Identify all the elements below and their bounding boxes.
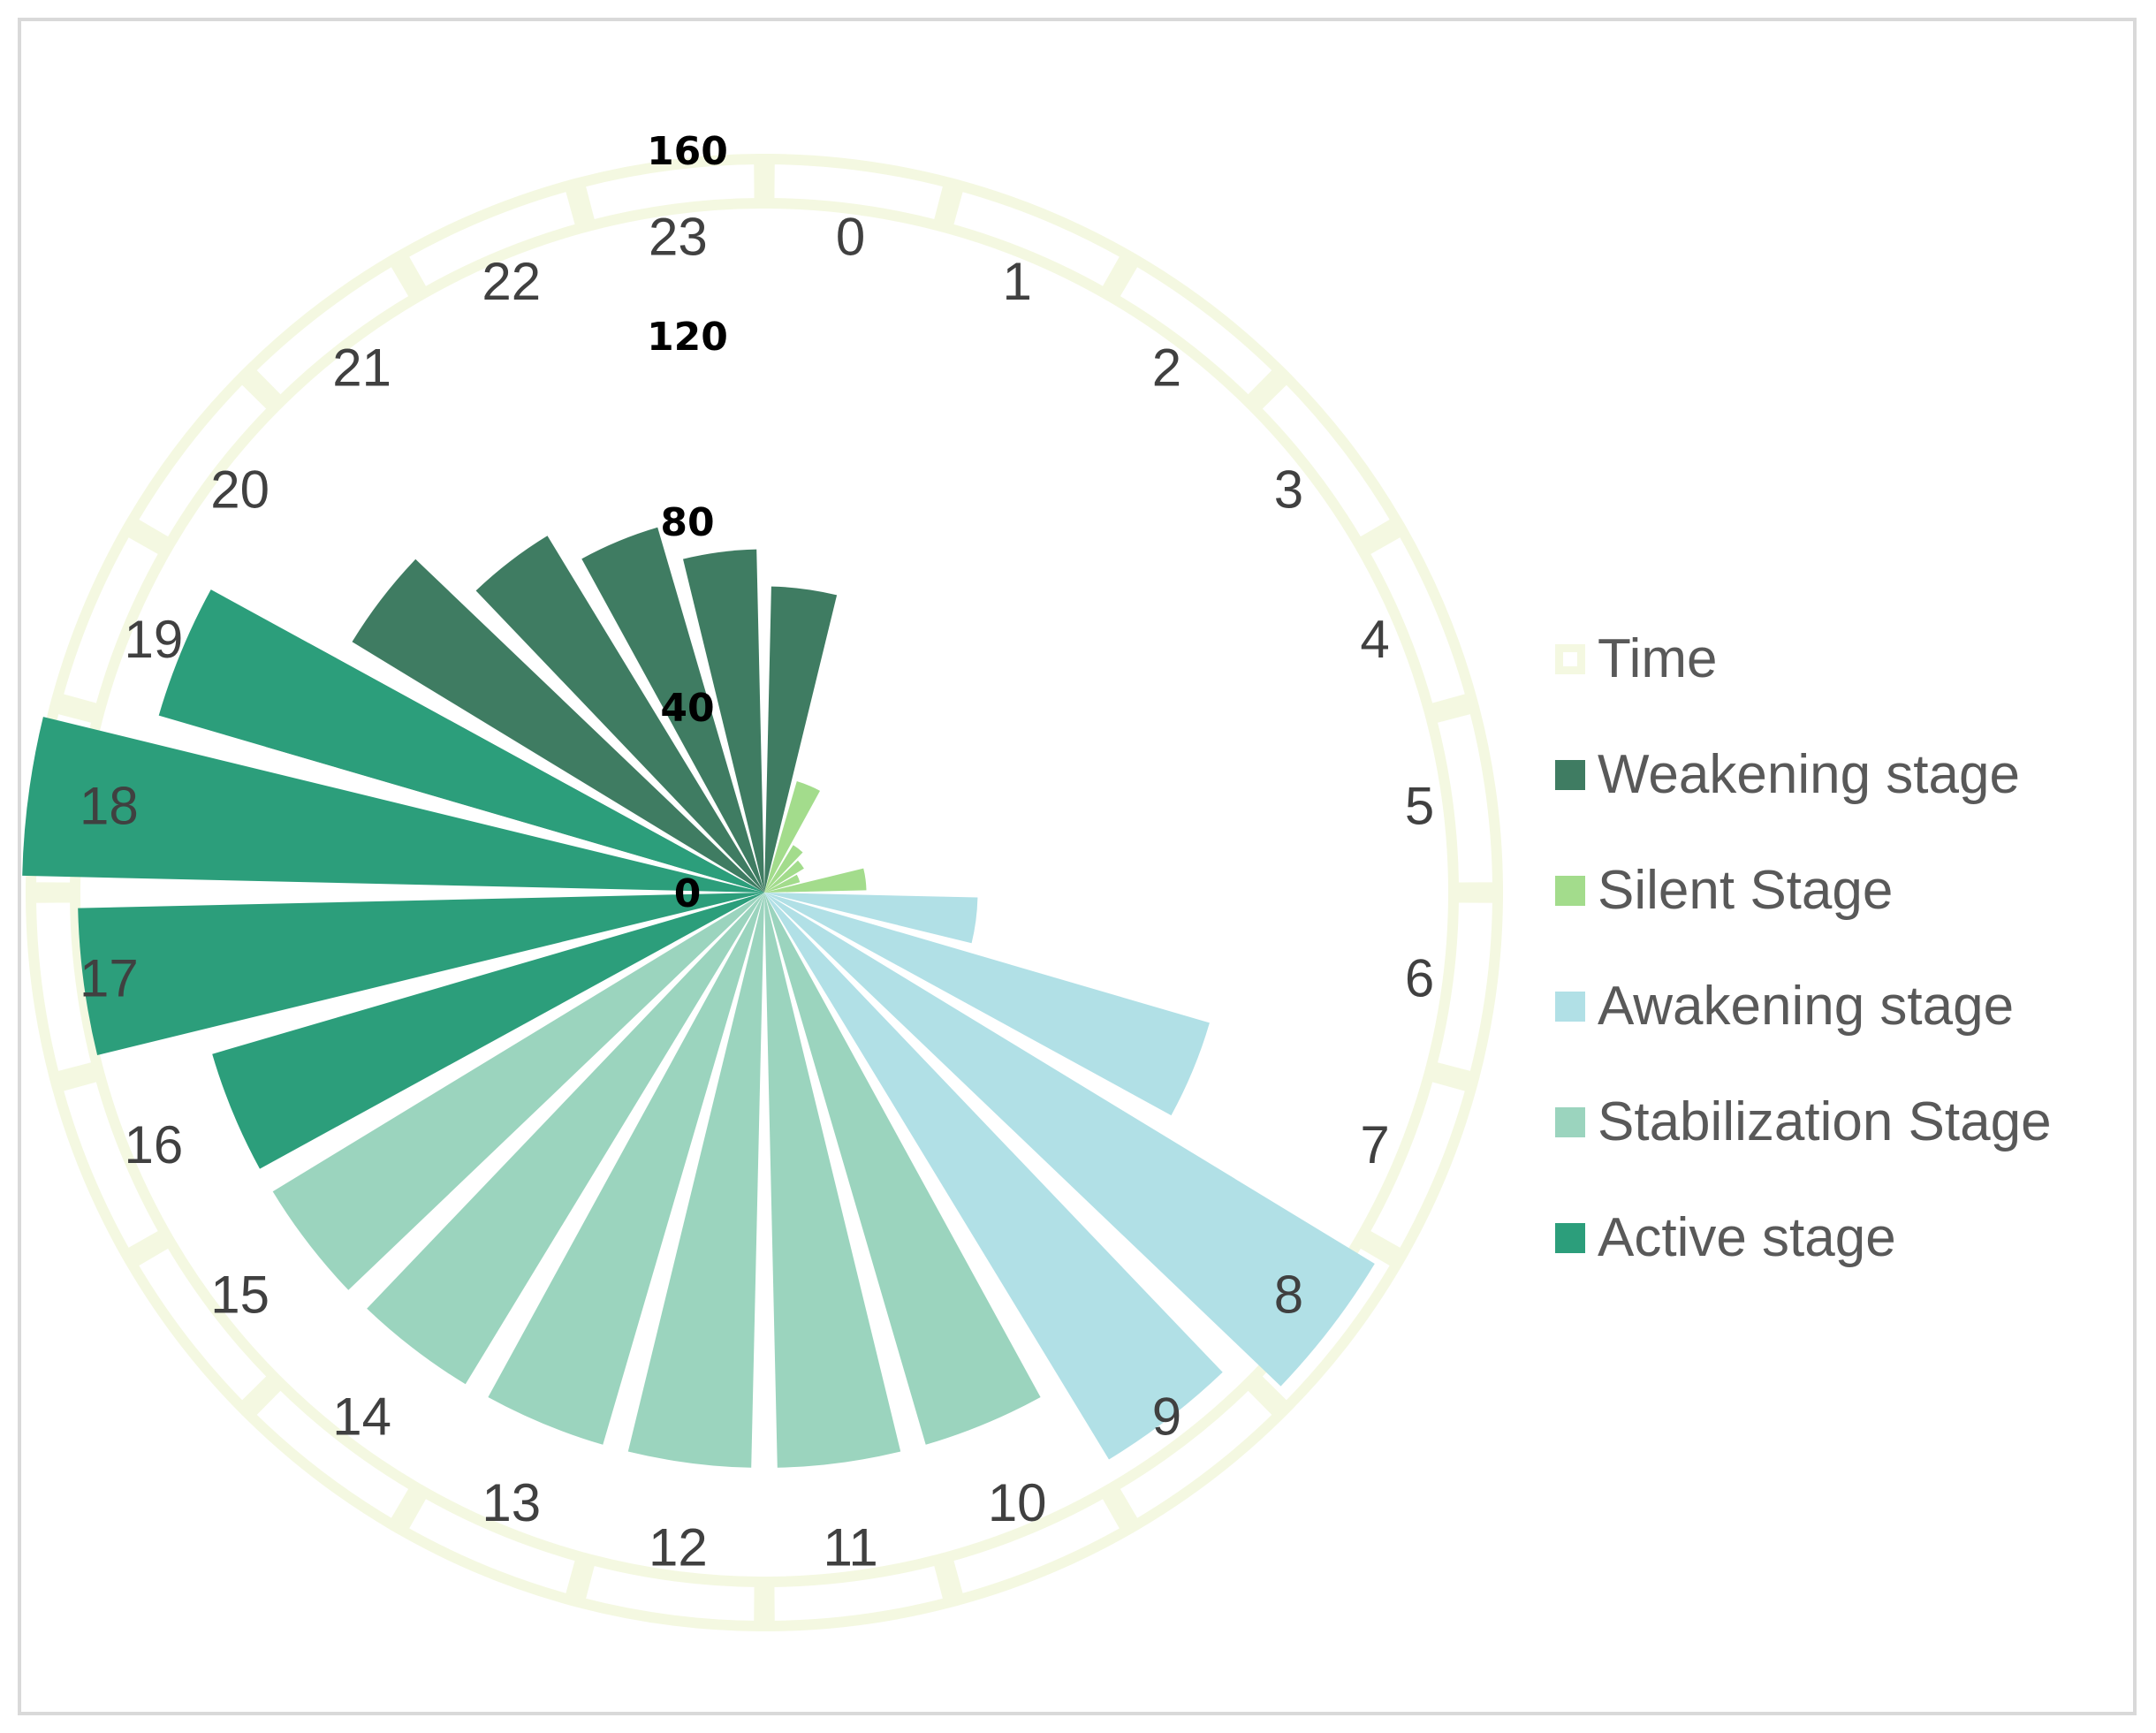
hour-label-6: 6 <box>1405 949 1434 1008</box>
hour-label-4: 4 <box>1360 610 1389 669</box>
hour-label-12: 12 <box>649 1518 708 1577</box>
bar-weakening-stage-hour-0 <box>764 586 838 893</box>
legend-item-weakening-stage: Weakening stage <box>1555 717 2052 832</box>
time-ring-segment-6 <box>1424 892 1504 1084</box>
legend-item-time: Time <box>1555 601 2052 717</box>
bars <box>22 527 1375 1468</box>
time-ring-segment-2 <box>1105 252 1287 410</box>
time-ring <box>25 153 1504 1632</box>
hour-label-17: 17 <box>80 949 139 1008</box>
time-ring-segment-13 <box>394 1485 588 1607</box>
bar-silent-stage-hour-4 <box>764 874 801 893</box>
bar-weakening-stage-hour-22 <box>581 527 764 893</box>
time-ring-segment-22 <box>394 179 588 300</box>
time-ring-segment-0 <box>763 153 956 232</box>
time-ring-segment-11 <box>763 1553 956 1632</box>
bar-stabilization-stage-hour-11 <box>764 893 901 1468</box>
time-ring-segment-14 <box>241 1375 423 1533</box>
hour-label-22: 22 <box>482 252 541 311</box>
time-ring-segment-21 <box>241 252 423 410</box>
hour-label-2: 2 <box>1152 338 1181 398</box>
radial-tick-80: 80 <box>660 500 714 545</box>
legend-label: Active stage <box>1598 1207 1896 1268</box>
bar-weakening-stage-hour-23 <box>683 549 764 893</box>
bar-active-stage-hour-18 <box>22 717 764 893</box>
hour-label-20: 20 <box>210 460 270 520</box>
hour-label-5: 5 <box>1405 776 1434 835</box>
hour-label-10: 10 <box>988 1473 1047 1532</box>
bar-silent-stage-hour-1 <box>764 781 820 893</box>
legend-label: Time <box>1598 628 1718 689</box>
bar-awakening-stage-hour-7 <box>764 893 1210 1116</box>
bar-awakening-stage-hour-9 <box>764 893 1223 1460</box>
hour-label-21: 21 <box>332 338 391 398</box>
time-ring-segment-17 <box>25 892 104 1084</box>
hour-label-23: 23 <box>649 207 708 266</box>
time-ring-segment-10 <box>940 1485 1135 1607</box>
legend-swatch <box>1555 759 1585 790</box>
hour-label-19: 19 <box>125 610 184 669</box>
legend-item-stabilization-stage: Stabilization Stage <box>1555 1064 2052 1180</box>
legend: Time Weakening stage Silent Stage Awakening… <box>1555 601 2052 1296</box>
time-ring-segment-7 <box>1356 1068 1478 1263</box>
time-ring-segment-15 <box>124 1234 282 1416</box>
hour-label-18: 18 <box>80 776 139 835</box>
bar-weakening-stage-hour-21 <box>475 536 764 893</box>
legend-label: Stabilization Stage <box>1598 1091 2052 1152</box>
bar-awakening-stage-hour-6 <box>764 893 978 944</box>
legend-item-silent-stage: Silent Stage <box>1555 832 2052 948</box>
legend-swatch <box>1555 1106 1585 1137</box>
radial-tick-labels: 0 40 80 120 160 <box>647 129 728 916</box>
hour-label-11: 11 <box>823 1518 877 1577</box>
hour-label-15: 15 <box>210 1265 270 1324</box>
legend-item-awakening-stage: Awakening stage <box>1555 948 2052 1064</box>
legend-label: Silent Stage <box>1598 860 1894 921</box>
legend-swatch <box>1555 643 1585 674</box>
bar-stabilization-stage-hour-14 <box>367 893 764 1385</box>
hour-label-7: 7 <box>1360 1115 1389 1174</box>
hour-label-8: 8 <box>1274 1265 1303 1324</box>
legend-label: Weakening stage <box>1598 744 2020 805</box>
hour-label-1: 1 <box>1003 252 1032 311</box>
bar-stabilization-stage-hour-12 <box>627 893 764 1468</box>
radial-tick-0: 0 <box>674 871 702 916</box>
time-ring-segment-1 <box>940 179 1135 300</box>
time-ring-segment-9 <box>1105 1375 1287 1533</box>
bar-stabilization-stage-hour-15 <box>272 893 764 1290</box>
bar-stabilization-stage-hour-13 <box>488 893 764 1445</box>
time-ring-segment-5 <box>1424 701 1504 893</box>
time-ring-segment-12 <box>573 1553 765 1632</box>
radial-tick-160: 160 <box>647 129 728 174</box>
bar-awakening-stage-hour-8 <box>764 893 1375 1387</box>
hour-label-13: 13 <box>482 1473 541 1532</box>
bar-silent-stage-hour-3 <box>764 860 804 893</box>
time-ring-segment-16 <box>50 1068 172 1263</box>
legend-item-active-stage: Active stage <box>1555 1180 2052 1296</box>
time-ring-segment-19 <box>50 522 172 717</box>
hour-label-16: 16 <box>125 1115 184 1174</box>
bar-silent-stage-hour-5 <box>764 868 867 893</box>
hour-label-3: 3 <box>1274 460 1303 520</box>
bar-silent-stage-hour-2 <box>764 845 803 893</box>
bar-weakening-stage-hour-20 <box>352 559 764 893</box>
legend-label: Awakening stage <box>1598 976 2015 1037</box>
time-ring-segment-23 <box>573 153 765 232</box>
bar-active-stage-hour-16 <box>212 893 764 1169</box>
time-ring-segment-3 <box>1247 369 1405 551</box>
time-ring-segment-4 <box>1356 522 1478 717</box>
hour-label-14: 14 <box>332 1387 391 1446</box>
radial-tick-40: 40 <box>660 686 714 731</box>
time-ring-segment-20 <box>124 369 282 551</box>
bar-active-stage-hour-17 <box>78 893 764 1055</box>
legend-swatch <box>1555 1222 1585 1253</box>
hour-label-9: 9 <box>1152 1387 1181 1446</box>
legend-swatch <box>1555 875 1585 906</box>
radial-tick-120: 120 <box>647 315 728 360</box>
hour-label-0: 0 <box>836 207 865 266</box>
legend-swatch <box>1555 991 1585 1022</box>
bar-active-stage-hour-19 <box>158 589 764 893</box>
bar-stabilization-stage-hour-10 <box>764 893 1041 1445</box>
